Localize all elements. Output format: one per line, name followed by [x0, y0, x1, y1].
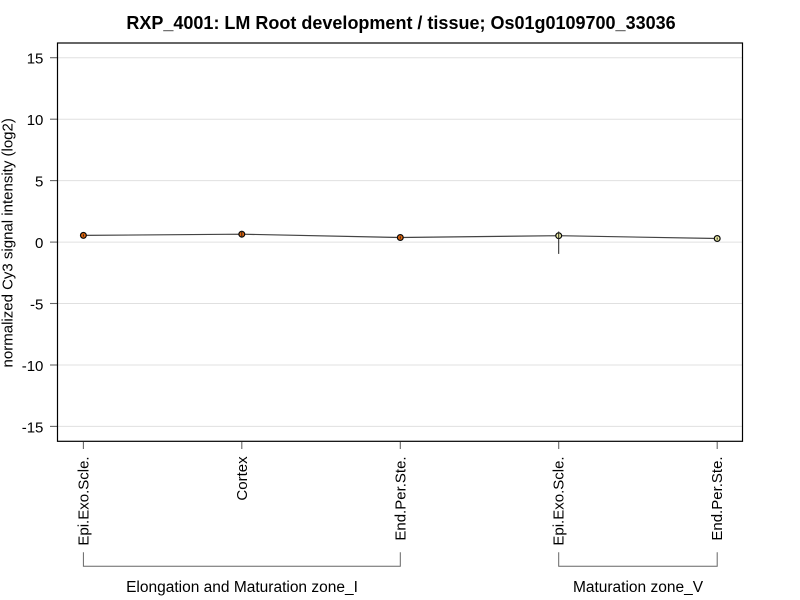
svg-text:Epi.Exo.Scle.: Epi.Exo.Scle. — [551, 456, 568, 545]
svg-text:5: 5 — [35, 174, 43, 191]
svg-text:Elongation and Maturation zone: Elongation and Maturation zone_I — [126, 579, 358, 596]
svg-text:RXP_4001: LM Root development: RXP_4001: LM Root development / tissue; … — [126, 13, 675, 33]
svg-text:End.Per.Ste.: End.Per.Ste. — [392, 456, 409, 540]
svg-text:0: 0 — [35, 235, 43, 252]
svg-text:-5: -5 — [30, 297, 43, 314]
svg-text:Maturation zone_V: Maturation zone_V — [573, 579, 704, 596]
svg-text:Epi.Exo.Scle.: Epi.Exo.Scle. — [75, 456, 92, 545]
svg-text:Cortex: Cortex — [234, 456, 251, 501]
svg-text:End.Per.Ste.: End.Per.Ste. — [709, 456, 726, 540]
svg-text:10: 10 — [27, 112, 44, 129]
svg-text:normalized Cy3 signal intensit: normalized Cy3 signal intensity (log2) — [0, 118, 16, 367]
svg-text:-10: -10 — [22, 358, 44, 375]
svg-text:-15: -15 — [22, 419, 44, 436]
svg-text:15: 15 — [27, 51, 44, 68]
